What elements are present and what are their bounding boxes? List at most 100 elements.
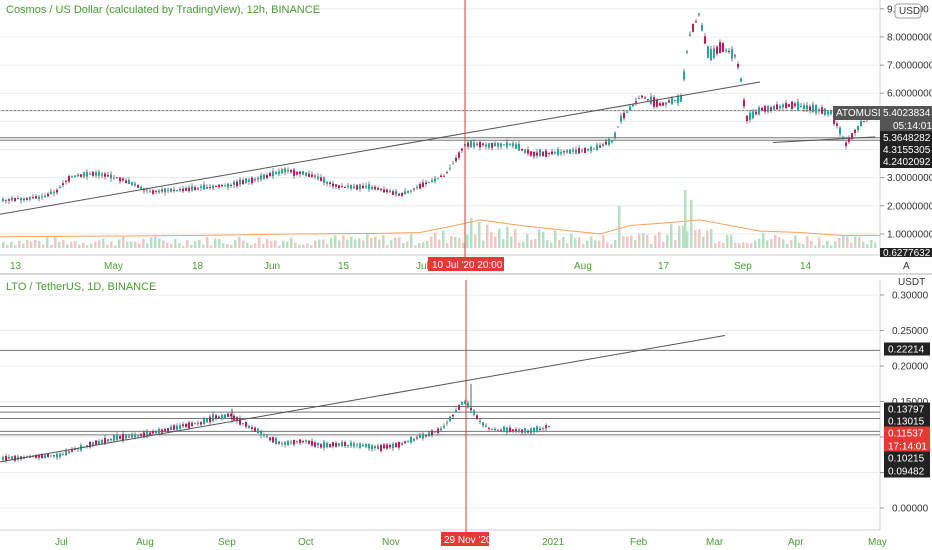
volume-bar (670, 224, 673, 248)
candle-body (62, 453, 64, 455)
volume-bar (862, 241, 865, 248)
volume-bar (714, 243, 717, 248)
y-tick-label: 1.0000000 (887, 229, 932, 240)
candle-body (377, 445, 379, 450)
candle-body (161, 429, 163, 433)
candle-body (464, 401, 466, 404)
volume-bar (310, 245, 313, 248)
volume-bar (770, 239, 773, 248)
candle-body (365, 443, 367, 448)
candle-body (821, 107, 823, 114)
level-label-box (880, 143, 932, 156)
volume-bar (174, 239, 177, 248)
candle-body (701, 25, 703, 31)
candle-body (386, 189, 388, 193)
volume-bar (634, 239, 637, 248)
volume-bar (762, 233, 765, 248)
volume-bar (30, 241, 33, 248)
candle-body (443, 426, 445, 428)
candle-body (803, 105, 805, 109)
candle-body (188, 422, 190, 429)
candle-body (851, 133, 853, 139)
volume-bar (698, 229, 701, 248)
candle-body (479, 420, 481, 422)
volume-bar (406, 241, 409, 248)
candle-body (119, 177, 121, 182)
volume-bar (794, 235, 797, 248)
candle-body (530, 151, 532, 156)
candle-body (191, 422, 193, 426)
candle-body (212, 185, 214, 189)
candle-body (383, 189, 385, 193)
candle-body (425, 435, 427, 437)
volume-bar (74, 240, 77, 248)
candle-body (410, 436, 412, 443)
volume-bar (158, 238, 161, 248)
candle-body (296, 171, 298, 175)
volume-bar (810, 240, 813, 248)
candle-body (539, 149, 541, 157)
x-tick-label: 15 (338, 261, 350, 272)
candle-body (749, 112, 751, 120)
candle-body (860, 121, 862, 127)
candle-body (140, 434, 142, 437)
candle-body (680, 95, 682, 102)
volume-bar (674, 240, 677, 248)
candle-body (203, 418, 205, 424)
candle-body (545, 150, 547, 157)
candle-body (368, 443, 370, 449)
candle-body (92, 171, 94, 176)
candle-body (461, 148, 463, 151)
candle-body (221, 184, 223, 187)
candle-body (476, 415, 478, 419)
volume-bar (758, 238, 761, 248)
volume-bar (206, 236, 209, 248)
candle-body (521, 429, 523, 433)
x-tick-label: Oct (298, 537, 314, 548)
volume-bar (602, 235, 605, 248)
symbol-tag-box (833, 106, 880, 120)
y-tick-label: 2.0000000 (887, 201, 932, 212)
candle-body (413, 438, 415, 441)
candle-body (602, 144, 604, 146)
volume-bar (630, 235, 633, 248)
volume-bar (126, 241, 129, 248)
volume-bar (274, 240, 277, 248)
volume-bar (586, 240, 589, 248)
candle-body (446, 172, 448, 174)
candle-body (494, 143, 496, 147)
candle-body (812, 104, 814, 113)
volume-bar (34, 239, 37, 248)
candle-body (617, 126, 619, 128)
price-label: 0.22214 (888, 345, 925, 356)
candle-body (284, 442, 286, 446)
candle-body (314, 442, 316, 447)
candle-body (599, 145, 601, 148)
candle-body (89, 441, 91, 448)
candle-body (206, 418, 208, 423)
candle-body (224, 414, 226, 419)
volume-bar (750, 243, 753, 248)
volume-bar (582, 244, 585, 248)
volume-bar (254, 243, 257, 248)
candle-body (374, 446, 376, 448)
candle-body (515, 144, 517, 149)
candle-body (515, 429, 517, 431)
volume-bar (98, 240, 101, 248)
candle-body (122, 178, 124, 181)
volume-bar (574, 238, 577, 248)
volume-bar (594, 240, 597, 248)
price-label-box (884, 439, 930, 453)
candle-body (110, 439, 112, 441)
chart-title: LTO / TetherUS, 1D, BINANCE (6, 281, 156, 293)
crosshair-time-box (441, 532, 489, 546)
candle-body (362, 445, 364, 447)
volume-bar (838, 238, 841, 248)
volume-bar (26, 240, 29, 248)
candle-body (548, 426, 550, 428)
volume-label: 0.6277632 (883, 248, 931, 259)
volume-bar (218, 239, 221, 248)
candle-body (161, 189, 163, 192)
volume-bar (446, 243, 449, 248)
